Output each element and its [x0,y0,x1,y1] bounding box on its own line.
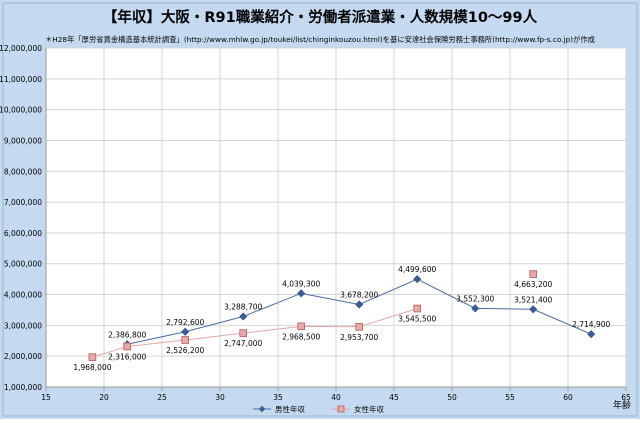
legend-marker-female [337,405,345,413]
chart-subtitle: ＊H28年「厚労省賃金構造基本統計調査」(http://www.mhlw.go.… [45,35,595,44]
y-tick-label: 9,000,000 [4,136,42,145]
chart-border [2,2,638,417]
legend: 男性年収 女性年収 [253,404,384,414]
data-label-male: 3,521,400 [514,295,552,304]
data-point-male [529,305,538,314]
data-label-male: 3,678,200 [340,290,378,299]
data-label-female: 2,953,700 [340,333,378,342]
legend-label-female: 女性年収 [354,404,384,414]
data-series [88,270,596,361]
y-tick-label: 7,000,000 [4,198,42,207]
data-point-male [587,330,596,339]
data-label-male: 3,288,700 [224,302,262,311]
x-tick-label: 65 [621,393,631,402]
data-label-female: 1,968,000 [73,363,111,372]
data-point-male [413,275,422,284]
data-point-female [181,336,190,344]
y-tick-label: 5,000,000 [4,260,42,269]
data-point-female [355,322,363,331]
x-tick-label: 15 [41,393,51,402]
x-tick-label: 50 [447,393,457,402]
x-tick-label: 55 [505,393,515,402]
legend-marker-male [258,405,266,413]
data-label-male: 2,792,600 [166,318,204,327]
data-label-female: 2,968,500 [282,332,320,341]
data-label-male: 2,714,900 [572,320,610,329]
grid-lines [45,47,627,388]
tick-labels: 1,000,000 2,000,000 3,000,000 4,000,000 5,00… [0,44,631,402]
data-labels: 2,386,800 2,792,600 3,288,700 4,039,300 3,67… [73,265,610,372]
data-point-male [181,327,190,336]
data-label-female: 4,663,200 [514,280,552,289]
y-tick-label: 11,000,000 [0,75,42,84]
y-tick-label: 4,000,000 [4,291,42,300]
y-tick-label: 2,000,000 [4,352,42,361]
y-tick-label: 1,000,000 [4,383,42,392]
data-label-female: 2,526,200 [166,346,204,355]
data-label-male: 4,499,600 [398,265,436,274]
x-tick-label: 35 [273,393,283,402]
data-point-female [123,342,132,351]
chart-title: 【年収】大阪・R91職業紹介・労働者派遣業・人数規模10～99人 [103,8,538,26]
data-point-male [471,304,480,313]
y-tick-label: 3,000,000 [4,321,42,330]
data-label-female: 3,545,500 [398,315,436,324]
data-point-male [355,300,364,309]
data-point-male [297,289,306,298]
data-label-male: 4,039,300 [282,279,320,288]
x-tick-label: 30 [215,393,225,402]
y-tick-label: 8,000,000 [4,167,42,176]
legend-label-male: 男性年収 [275,404,305,414]
data-point-male [239,312,248,321]
y-tick-label: 12,000,000 [0,44,42,53]
data-point-female [88,353,97,361]
axes [45,48,627,391]
y-tick-label: 10,000,000 [0,106,42,115]
data-label-male: 3,552,300 [456,294,494,303]
x-tick-label: 25 [157,393,167,402]
data-label-female: 2,747,000 [224,339,262,348]
x-tick-label: 45 [389,393,399,402]
x-tick-label: 20 [99,393,109,402]
x-tick-label: 40 [331,393,341,402]
data-point-female [413,304,421,313]
y-tick-label: 6,000,000 [4,229,42,238]
data-point-female [297,322,305,331]
data-label-male: 2,386,800 [108,330,146,339]
data-point-female [529,270,537,278]
data-point-female [239,329,248,337]
data-label-female: 2,316,000 [108,352,146,361]
x-axis-label: 年齢 [613,399,631,411]
x-tick-label: 60 [563,393,573,402]
